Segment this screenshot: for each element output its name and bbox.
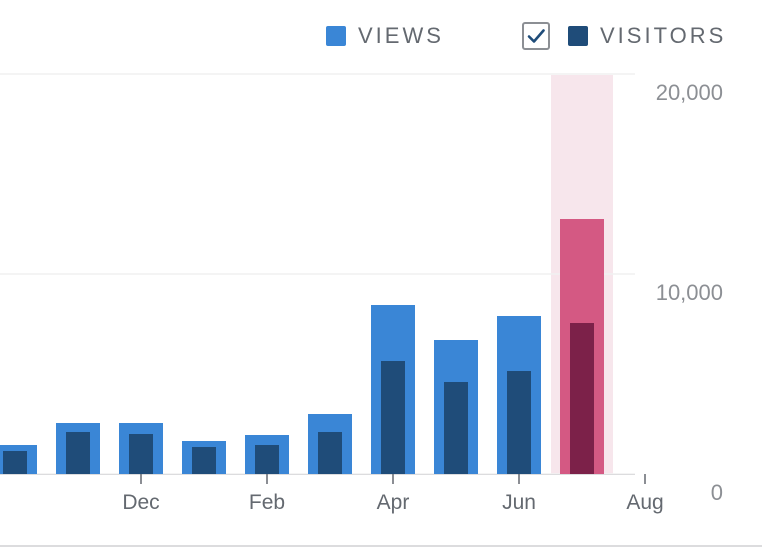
visitors-bar: [3, 451, 27, 474]
visitors-bar: [507, 371, 531, 474]
visitors-bar: [444, 382, 468, 474]
y-tick-label: 0: [711, 480, 723, 505]
visitors-bar: [381, 361, 405, 474]
views-legend-label: VIEWS: [358, 23, 444, 48]
x-tick-label: Feb: [249, 491, 285, 514]
legend-item-visitors: VISITORS: [522, 18, 726, 54]
x-tick-label: Aug: [626, 491, 663, 514]
x-tick-label: Dec: [122, 491, 159, 514]
visitors-bar: [255, 445, 279, 474]
x-tick-label: Apr: [377, 491, 410, 514]
legend-item-views: VIEWS: [326, 18, 444, 54]
visitors-bar: [129, 434, 153, 474]
visitors-bar: [66, 432, 90, 474]
bottom-divider: [0, 545, 762, 547]
visitors-bar: [318, 432, 342, 474]
visitors-bar: [570, 323, 594, 474]
checkmark-icon: [527, 29, 545, 43]
visitors-swatch: [568, 26, 588, 46]
y-tick-label: 10,000: [656, 280, 723, 305]
visitors-bar: [192, 447, 216, 474]
visitors-checkbox[interactable]: [522, 22, 550, 50]
x-tick-label: Jun: [502, 491, 536, 514]
y-tick-label: 20,000: [656, 80, 723, 105]
views-swatch: [326, 26, 346, 46]
visitors-legend-label: VISITORS: [600, 23, 727, 48]
chart-legend: VIEWS VISITORS: [0, 18, 762, 54]
